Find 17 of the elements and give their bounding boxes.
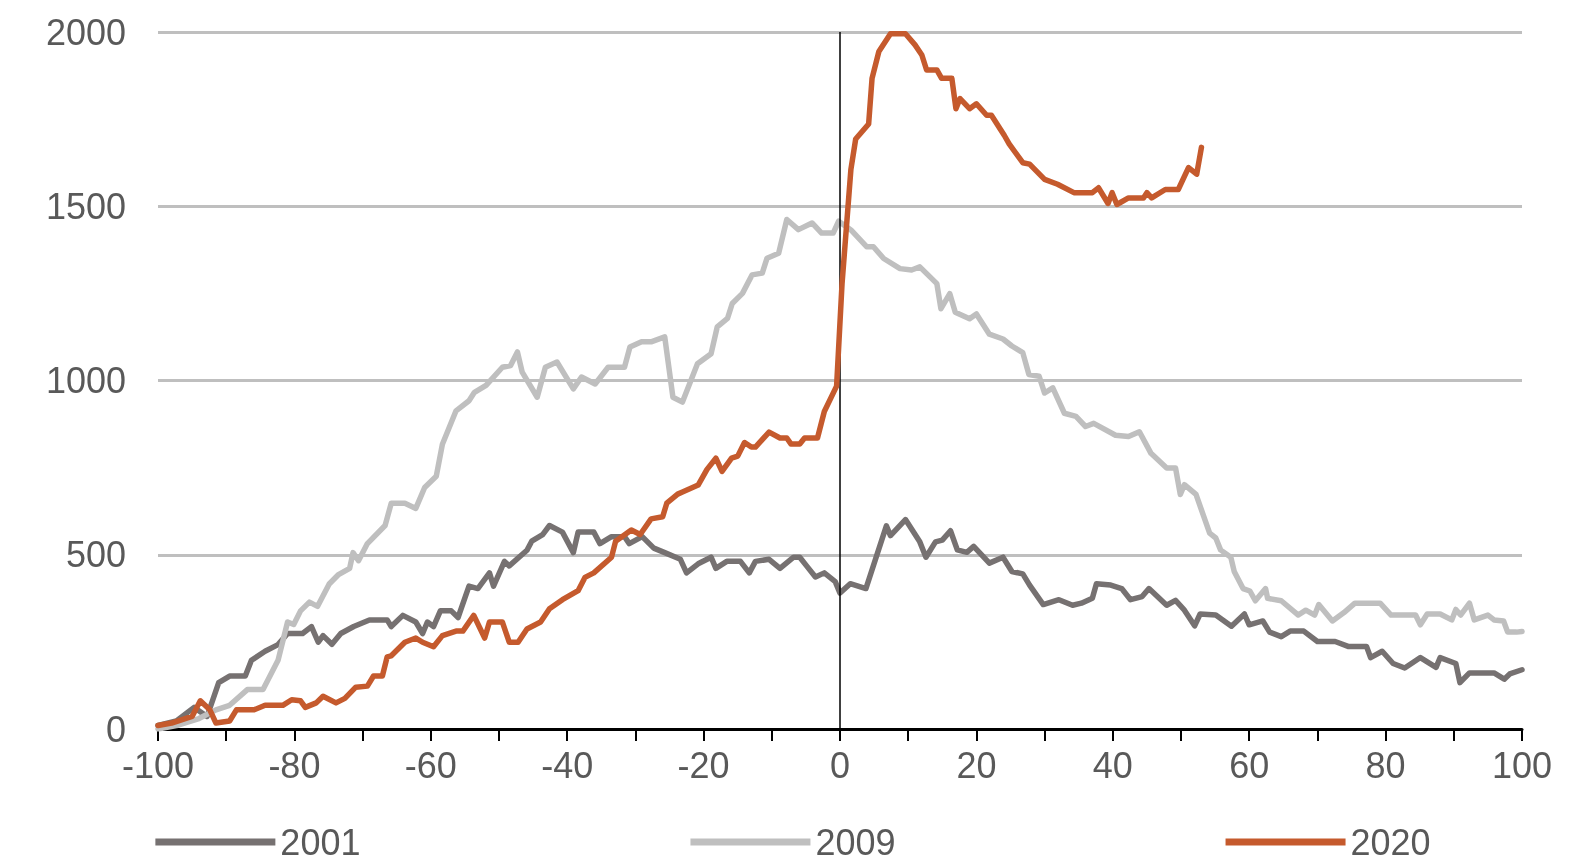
x-tick-label: -40 xyxy=(541,744,594,786)
x-tick-label: 0 xyxy=(829,744,851,786)
y-tick-label: 500 xyxy=(65,534,126,576)
x-tick-label: -60 xyxy=(404,744,457,786)
x-tick-label: -80 xyxy=(268,744,321,786)
legend-label: 2009 xyxy=(815,821,896,863)
x-tick-label: 60 xyxy=(1229,744,1270,786)
legend-label: 2001 xyxy=(280,821,361,863)
x-tick-label: 100 xyxy=(1491,744,1553,786)
x-tick-label: 40 xyxy=(1092,744,1133,786)
x-tick-label: -20 xyxy=(677,744,730,786)
x-tick-label: 20 xyxy=(956,744,997,786)
y-tick-label: 2000 xyxy=(45,11,126,53)
x-tick-label: 80 xyxy=(1365,744,1406,786)
y-tick-label: 1000 xyxy=(45,360,126,401)
y-tick-label: 1500 xyxy=(45,185,126,227)
legend-label: 2020 xyxy=(1350,821,1431,863)
